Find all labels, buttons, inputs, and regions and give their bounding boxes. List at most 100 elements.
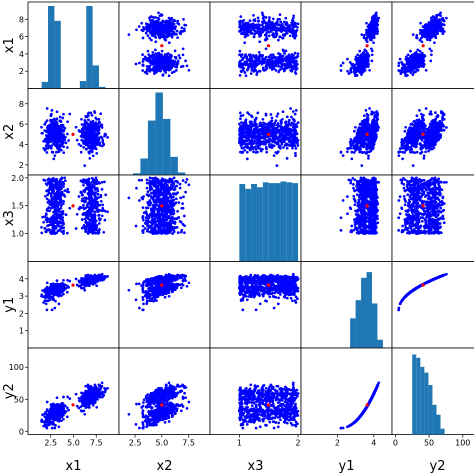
scatter-point [275, 164, 279, 167]
scatter-point [341, 154, 345, 157]
scatter-point [292, 14, 296, 18]
scatter-point [255, 131, 259, 135]
panel-x1-vs-x3 [209, 1, 302, 89]
scatter-point [263, 60, 267, 64]
scatter-point [252, 150, 255, 154]
scatter-point [50, 109, 54, 112]
scatter-point [276, 57, 280, 61]
scatter-point [264, 38, 267, 42]
scatter-point [243, 56, 246, 59]
scatter-point [346, 57, 349, 61]
scatter-point [182, 18, 185, 21]
panel-x1-vs-y2 [391, 1, 474, 89]
scatter-point [53, 118, 56, 122]
scatter-point [397, 64, 401, 67]
panel-x2-vs-y2 [391, 88, 474, 176]
scatter-point [177, 54, 181, 57]
scatter-point [370, 49, 374, 53]
scatter-point [253, 128, 257, 132]
scatter-point [59, 119, 63, 123]
scatter-point [153, 68, 157, 71]
scatter-point [272, 35, 276, 39]
scatter-point [160, 14, 164, 17]
scatter-point [433, 17, 437, 21]
scatter-point [268, 65, 272, 69]
scatter-point [261, 132, 265, 136]
scatter-point [445, 16, 448, 20]
scatter-point [277, 28, 280, 32]
scatter-point [238, 22, 242, 26]
scatter-point [416, 63, 420, 67]
scatter-point [287, 138, 291, 142]
scatter-point [49, 146, 53, 149]
scatter-point [248, 131, 252, 134]
scatter-point [44, 134, 48, 137]
scatter-point [68, 112, 72, 116]
scatter-point [247, 29, 251, 32]
scatter-point [371, 142, 375, 146]
scatter-point [44, 121, 48, 124]
scatter-point [295, 132, 299, 136]
scatter-point [291, 146, 294, 150]
scatter-point [56, 129, 59, 133]
scatter-point [347, 72, 351, 75]
scatter-point [370, 27, 374, 31]
scatter-point [97, 128, 101, 132]
scatter-point [240, 121, 243, 124]
scatter-point [367, 157, 370, 160]
scatter-point [375, 18, 379, 21]
scatter-point [282, 146, 285, 149]
scatter-point [339, 64, 343, 67]
histogram-bar [170, 156, 178, 175]
panel-x1-vs-x2 [118, 1, 211, 89]
scatter-point [424, 28, 427, 32]
scatter-point [265, 123, 269, 126]
scatter-point [248, 146, 252, 150]
scatter-point [158, 27, 162, 31]
scatter-point [294, 147, 298, 150]
scatter-point [292, 57, 295, 61]
scatter-point [62, 151, 66, 154]
mean-point [266, 132, 271, 136]
scatter-point [164, 68, 168, 72]
scatter-point [429, 31, 433, 34]
scatter-point [271, 140, 275, 144]
scatter-point [170, 35, 174, 39]
scatter-point [243, 70, 247, 74]
scatter-point [287, 60, 291, 63]
scatter-point [372, 22, 376, 26]
scatter-point [51, 123, 54, 126]
scatter-point [148, 27, 152, 31]
scatter-point [284, 59, 288, 63]
scatter-point [291, 26, 295, 29]
scatter-point [425, 23, 428, 26]
scatter-point [46, 142, 49, 146]
mean-point [71, 132, 75, 136]
scatter-point [282, 69, 286, 73]
scatter-point [241, 22, 245, 26]
scatter-point [148, 36, 152, 40]
scatter-point [418, 55, 422, 59]
scatter-point [49, 114, 53, 118]
scatter-point [434, 29, 438, 33]
scatter-point [287, 53, 291, 57]
scatter-point [276, 150, 280, 154]
scatter-point [264, 24, 268, 28]
scatter-point [45, 107, 49, 110]
scatter-point [349, 138, 353, 141]
scatter-point [421, 60, 425, 64]
scatter-point [60, 129, 63, 132]
scatter-points [339, 11, 381, 78]
scatter-point [88, 157, 92, 160]
scatter-point [134, 62, 138, 66]
scatter-point [409, 49, 412, 53]
scatter-point [352, 70, 356, 74]
scatter-point [240, 146, 244, 150]
scatter-point [285, 55, 288, 58]
scatter-point [279, 20, 283, 24]
scatter-point [266, 29, 269, 33]
scatter-point [375, 32, 379, 36]
scatter-point [418, 32, 422, 35]
scatter-point [359, 144, 363, 147]
